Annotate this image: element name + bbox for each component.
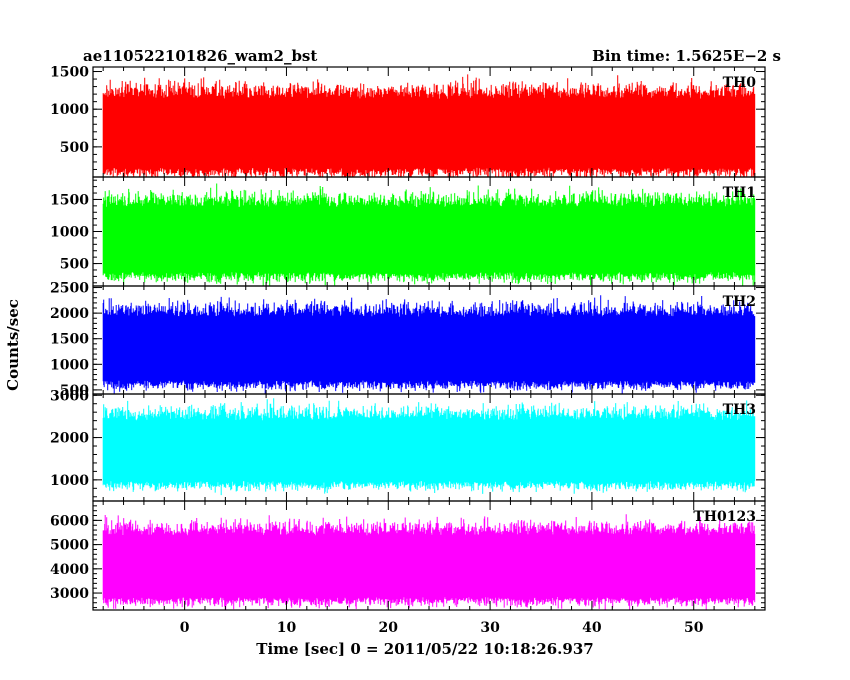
y-tick-label: 1500 bbox=[50, 65, 89, 81]
y-tick-label: 500 bbox=[60, 140, 89, 156]
panel-label-th2: TH2 bbox=[723, 294, 756, 310]
series-th0 bbox=[102, 74, 756, 177]
y-tick-label: 500 bbox=[60, 257, 89, 273]
panel-label-th3: TH3 bbox=[723, 402, 756, 418]
x-tick-label: 40 bbox=[582, 620, 602, 636]
chart-title: ae110522101826_wam2_bst bbox=[83, 47, 317, 65]
y-tick-label: 4000 bbox=[50, 562, 89, 578]
y-tick-label: 2000 bbox=[50, 431, 89, 447]
y-tick-label: 6000 bbox=[50, 513, 89, 529]
y-tick-label: 1000 bbox=[50, 357, 89, 373]
y-tick-label: 1500 bbox=[50, 192, 89, 208]
series-th3 bbox=[102, 398, 756, 496]
y-tick-label: 2000 bbox=[50, 306, 89, 322]
y-tick-label: 1500 bbox=[50, 332, 89, 348]
x-tick-label: 30 bbox=[480, 620, 500, 636]
panel-th3: 1000 2000 3000 TH3 bbox=[50, 388, 766, 502]
bin-time-label: Bin time: 1.5625E−2 s bbox=[592, 47, 781, 65]
panel-label-th1: TH1 bbox=[723, 185, 756, 201]
panel-label-th0: TH0 bbox=[723, 75, 757, 91]
panel-th0: 500 1000 1500 TH0 bbox=[50, 65, 766, 178]
y-tick-label: 500 bbox=[60, 383, 89, 399]
y-tick-label: 3000 bbox=[50, 586, 89, 602]
y-axis-label: Counts/sec bbox=[4, 299, 22, 391]
series-th1 bbox=[102, 183, 756, 286]
x-tick-label: 0 bbox=[180, 620, 190, 636]
series-th2 bbox=[102, 295, 756, 394]
x-axis: 0 10 20 30 40 50 bbox=[180, 620, 704, 636]
y-tick-label: 1000 bbox=[50, 225, 89, 241]
x-axis-label: Time [sec] 0 = 2011/05/22 10:18:26.937 bbox=[256, 640, 593, 658]
x-tick-label: 50 bbox=[684, 620, 704, 636]
panel-label-th0123: TH0123 bbox=[693, 509, 756, 525]
x-tick-label: 10 bbox=[277, 620, 297, 636]
x-tick-label: 20 bbox=[379, 620, 399, 636]
panel-th2: 500 1000 1500 2000 2500 TH2 bbox=[50, 281, 766, 399]
panel-th0123: 3000 4000 5000 6000 TH0123 bbox=[50, 500, 766, 611]
y-tick-label: 3000 bbox=[50, 388, 89, 404]
series-th0123 bbox=[102, 514, 756, 610]
y-tick-label: 1000 bbox=[50, 102, 89, 118]
panel-th1: 500 1000 1500 TH1 bbox=[50, 176, 766, 287]
y-tick-label: 1000 bbox=[50, 473, 89, 489]
y-tick-label: 2500 bbox=[50, 281, 89, 297]
panels-group: 500 1000 1500 TH0 500 1000 1500 TH1 500 1000 1500 2… bbox=[50, 65, 766, 611]
y-tick-label: 5000 bbox=[50, 538, 89, 554]
